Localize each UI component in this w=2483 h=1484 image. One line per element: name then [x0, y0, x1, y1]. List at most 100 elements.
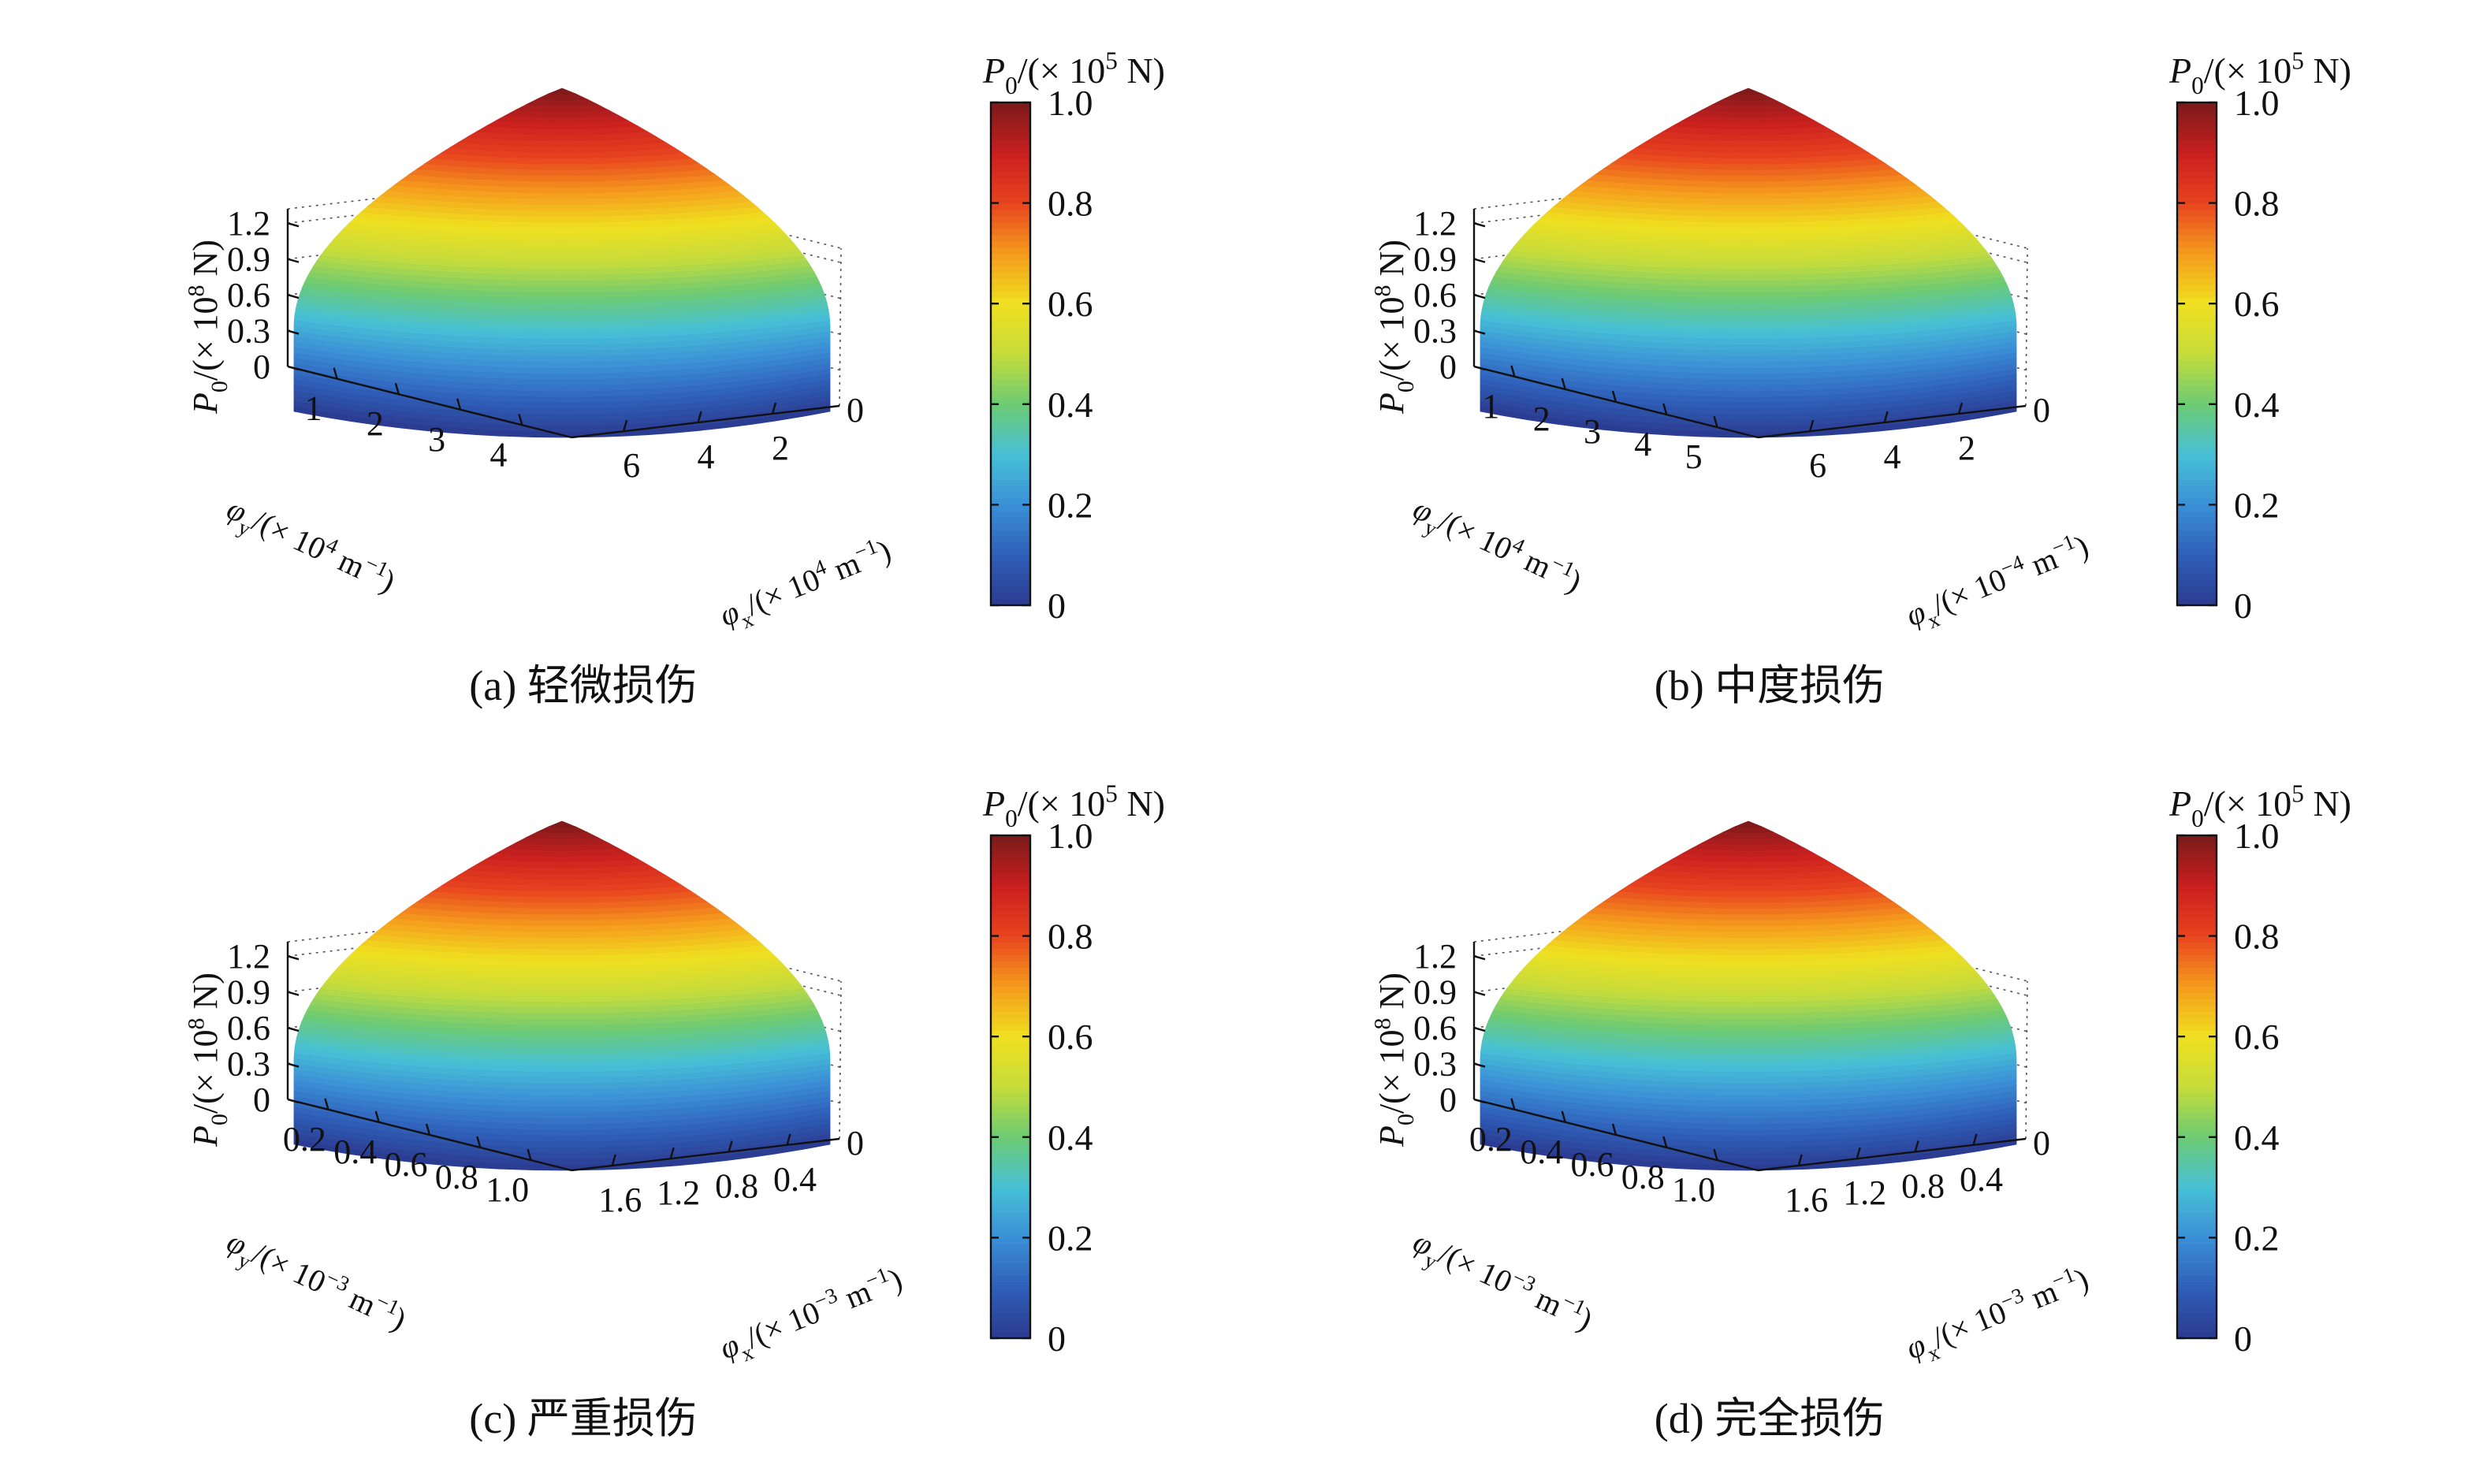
colorbar-step: [991, 1080, 1030, 1088]
y-tick: [456, 398, 462, 411]
colorbar-step: [991, 1319, 1030, 1326]
colorbar-step: [2177, 1149, 2217, 1157]
colorbar-step: [991, 986, 1030, 993]
colorbar-title-part: 0: [1005, 805, 1018, 832]
colorbar-step: [991, 586, 1030, 593]
colorbar-title-part: 0: [2191, 72, 2204, 99]
z-axis-label-part: /(× 10: [186, 296, 225, 381]
colorbar-step: [2177, 316, 2217, 323]
colorbar-step: [2177, 1024, 2217, 1031]
z-tick: [287, 991, 300, 996]
colorbar-step: [2177, 1130, 2217, 1138]
colorbar-step: [991, 517, 1030, 524]
colorbar-step: [2177, 999, 2217, 1006]
colorbar-step: [2177, 1332, 2217, 1339]
axes: [286, 209, 840, 439]
y-tick-label: 0.6: [385, 1145, 428, 1184]
colorbar-step: [991, 898, 1030, 906]
colorbar-step: [2177, 898, 2217, 906]
colorbar-step: [2177, 854, 2217, 861]
colorbar-title-part: P: [982, 50, 1005, 91]
z-axis-label: P0/(× 108 N): [183, 973, 233, 1147]
colorbar-step: [991, 954, 1030, 962]
colorbar-step: [2177, 378, 2217, 386]
colorbar-step: [991, 1062, 1030, 1069]
colorbar-step: [2177, 467, 2217, 474]
colorbar-step: [2177, 929, 2217, 937]
colorbar-title-part: 5: [1105, 47, 1118, 75]
z-tick: [287, 329, 300, 335]
colorbar-step: [991, 910, 1030, 918]
x-tick-label: 1.6: [598, 1181, 642, 1219]
colorbar-step: [991, 1049, 1030, 1056]
z-tick-label: 0.6: [1413, 276, 1457, 314]
colorbar-step: [991, 967, 1030, 975]
colorbar-step: [991, 146, 1030, 154]
y-tick-label: 0.4: [333, 1133, 377, 1171]
z-axis-label-part: 0: [1393, 1114, 1419, 1125]
colorbar-step: [2177, 504, 2217, 511]
colorbar-step: [991, 530, 1030, 537]
z-axis-label-part: N): [1372, 973, 1411, 1017]
colorbar-step: [991, 133, 1030, 141]
y-axis-line: [287, 365, 572, 439]
x-tick-label: 0.8: [1901, 1167, 1945, 1206]
colorbar-step: [2177, 1087, 2217, 1094]
colorbar-step: [2177, 108, 2217, 116]
colorbar-step: [2177, 574, 2217, 581]
colorbar-tick-label: 0.8: [1048, 917, 1093, 957]
colorbar-step: [991, 1024, 1030, 1031]
colorbar-step: [991, 303, 1030, 311]
colorbar-title: P0/(× 105 N): [2168, 47, 2351, 99]
colorbar-step: [2177, 278, 2217, 285]
colorbar-step: [991, 234, 1030, 242]
colorbar-step: [2177, 348, 2217, 355]
colorbar-step: [991, 1332, 1030, 1339]
colorbar-step: [991, 391, 1030, 399]
colorbar-step: [991, 961, 1030, 969]
colorbar-step: [991, 917, 1030, 924]
colorbar-step: [991, 904, 1030, 912]
y-axis-label: φy/(× 104 m−1): [218, 488, 401, 605]
colorbar-step: [2177, 835, 2217, 842]
colorbar-step: [2177, 1074, 2217, 1081]
colorbar-step: [2177, 1049, 2217, 1056]
colorbar-step: [991, 441, 1030, 449]
colorbar-tick-label: 1.0: [1048, 83, 1093, 123]
colorbar-step: [2177, 303, 2217, 311]
colorbar-step: [991, 322, 1030, 329]
z-tick: [287, 1062, 300, 1068]
colorbar-step: [991, 549, 1030, 556]
colorbar-step: [2177, 171, 2217, 179]
z-axis-label: P0/(× 108 N): [1369, 973, 1419, 1147]
y-tick-label: 1.0: [486, 1170, 529, 1209]
colorbar-tick-label: 1.0: [2234, 816, 2280, 856]
colorbar-tick-label: 0.2: [2234, 1218, 2280, 1258]
y-tick: [1611, 390, 1617, 403]
surface-band: [1735, 87, 1762, 95]
colorbar-step: [2177, 391, 2217, 399]
x-tick-label: 1.2: [1843, 1173, 1886, 1212]
colorbar-step: [991, 1212, 1030, 1220]
z-tick: [1473, 293, 1486, 299]
colorbar-step: [2177, 992, 2217, 999]
colorbar-step: [991, 1017, 1030, 1025]
y-tick-label: 2: [1533, 400, 1550, 438]
colorbar-title-part: N): [2304, 50, 2351, 91]
colorbar-step: [2177, 139, 2217, 147]
z-tick: [287, 222, 300, 228]
colorbar-step: [991, 1199, 1030, 1207]
colorbar-step: [2177, 1237, 2217, 1244]
colorbar-step: [2177, 1099, 2217, 1106]
colorbar-step: [2177, 1225, 2217, 1233]
colorbar-step: [991, 1136, 1030, 1144]
colorbar-step: [2177, 885, 2217, 893]
x-axis-label: φx/(× 10−3 m−1): [1900, 1259, 2096, 1373]
colorbar-step: [991, 542, 1030, 549]
y-tick-label: 0.2: [283, 1120, 326, 1159]
colorbar-step: [991, 1099, 1030, 1106]
colorbar-step: [991, 866, 1030, 874]
colorbar-step: [2177, 152, 2217, 160]
panel-caption: (c) 严重损伤: [469, 1395, 697, 1442]
colorbar-step: [991, 485, 1030, 493]
